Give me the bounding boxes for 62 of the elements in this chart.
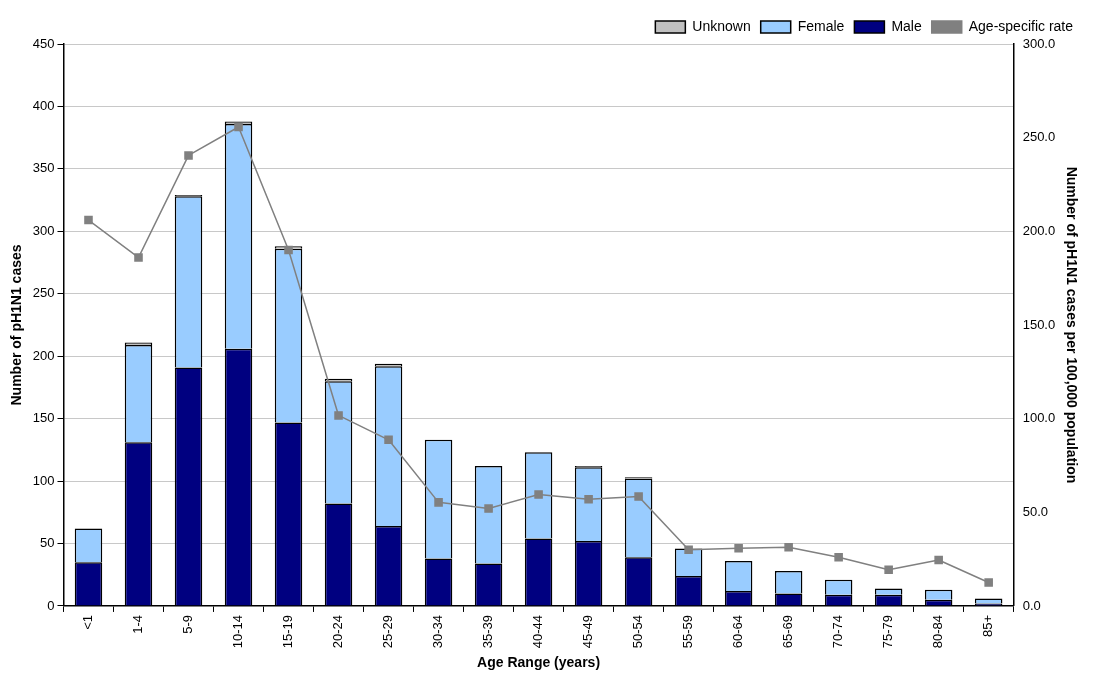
point bbox=[184, 151, 193, 160]
point bbox=[584, 494, 593, 504]
y2-tick-label: 50.0 bbox=[1022, 503, 1048, 519]
legend-label: Female bbox=[797, 17, 845, 34]
y-tick-label: 300 bbox=[32, 222, 55, 238]
y-tick-label: 400 bbox=[32, 98, 55, 114]
x-tick-label: 70-74 bbox=[830, 614, 846, 649]
x-tick-label: 30-34 bbox=[430, 614, 446, 649]
x-tick-label: 75-79 bbox=[880, 614, 896, 649]
legend-label: Male bbox=[891, 17, 922, 34]
point bbox=[84, 215, 93, 225]
y2-axis-title: Number of pH1N1 cases per 100,000 population bbox=[1063, 166, 1080, 484]
y-tick-label: 450 bbox=[32, 35, 55, 51]
point bbox=[984, 578, 993, 587]
y-tick-label: 200 bbox=[32, 347, 55, 363]
x-axis-title: Age Range (years) bbox=[477, 654, 601, 671]
point bbox=[684, 545, 693, 555]
x-tick-label: 15-19 bbox=[280, 614, 296, 649]
point bbox=[134, 253, 143, 262]
point bbox=[234, 122, 243, 132]
point bbox=[734, 543, 743, 553]
x-tick-label: 80-84 bbox=[930, 614, 946, 649]
point bbox=[934, 555, 943, 565]
x-tick-label: <1 bbox=[80, 614, 96, 630]
x-tick-label: 65-69 bbox=[780, 614, 796, 649]
x-tick-label: 25-29 bbox=[380, 614, 396, 649]
point bbox=[884, 565, 893, 575]
point bbox=[334, 411, 343, 420]
y2-tick-label: 100.0 bbox=[1022, 410, 1056, 426]
x-tick-label: 1-4 bbox=[130, 614, 146, 634]
y-tick-label: 350 bbox=[32, 160, 55, 176]
y-tick-label: 0 bbox=[47, 597, 55, 613]
legend-label: Age-specific rate bbox=[968, 17, 1074, 34]
y-tick-label: 250 bbox=[32, 285, 55, 301]
x-tick-label: 20-24 bbox=[330, 614, 346, 649]
x-tick-label: 40-44 bbox=[530, 614, 546, 649]
point bbox=[784, 543, 793, 552]
point bbox=[384, 435, 393, 445]
x-tick-label: 45-49 bbox=[580, 614, 596, 649]
y2-tick-label: 250.0 bbox=[1022, 129, 1056, 145]
point bbox=[484, 504, 493, 513]
x-tick-label: 5-9 bbox=[180, 614, 196, 634]
point bbox=[284, 245, 293, 255]
x-tick-label: 50-54 bbox=[630, 614, 646, 649]
x-tick-label: 85+ bbox=[980, 614, 996, 638]
point bbox=[534, 490, 543, 499]
x-tick-label: 60-64 bbox=[730, 614, 746, 649]
x-tick-label: 35-39 bbox=[480, 614, 496, 649]
y-axis-title: Number of pH1N1 cases bbox=[8, 244, 25, 406]
y2-tick-label: 150.0 bbox=[1022, 316, 1056, 332]
y2-tick-label: 200.0 bbox=[1022, 222, 1056, 238]
legend-label: Unknown bbox=[692, 17, 751, 34]
y2-tick-label: 0.0 bbox=[1022, 597, 1041, 613]
x-tick-label: 10-14 bbox=[230, 614, 246, 649]
point bbox=[634, 492, 643, 501]
point bbox=[834, 552, 843, 562]
x-tick-label: 55-59 bbox=[680, 614, 696, 649]
point bbox=[434, 498, 443, 507]
y-tick-label: 50 bbox=[40, 535, 55, 551]
y2-tick-label: 300.0 bbox=[1022, 35, 1056, 51]
y-tick-label: 100 bbox=[32, 472, 55, 488]
y-tick-label: 150 bbox=[32, 410, 55, 426]
